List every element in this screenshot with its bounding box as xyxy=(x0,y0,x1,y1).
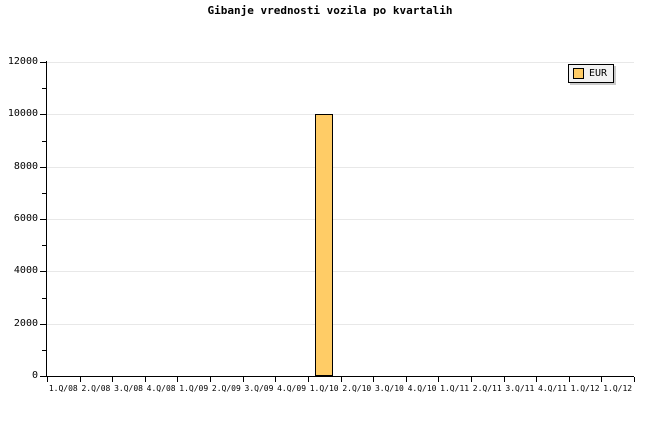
x-axis-tick xyxy=(275,377,276,382)
x-axis-tick-label: 4.Q/10 xyxy=(407,384,437,393)
y-axis-tick-major xyxy=(40,219,46,220)
y-axis-tick-minor xyxy=(42,349,46,351)
y-axis-tick-major xyxy=(40,271,46,273)
y-axis-labels: 0 2000 4000 6000 8000 10000 12000 xyxy=(0,0,38,440)
x-axis-tick-label: 1.Q/10 xyxy=(309,384,339,393)
x-axis-tick-label: 2.Q/11 xyxy=(472,384,502,393)
y-axis-tick-major xyxy=(40,323,46,325)
legend-label-eur: EUR xyxy=(589,68,608,79)
x-axis-tick-label: 4.Q/08 xyxy=(146,384,176,393)
x-axis-tick xyxy=(308,377,309,382)
x-axis-tick xyxy=(601,377,602,382)
y-axis-tick-label: 10000 xyxy=(7,108,38,120)
x-axis-tick xyxy=(210,377,211,382)
x-axis-tick-label: 3.Q/09 xyxy=(244,384,274,393)
y-axis-tick-label: 0 xyxy=(31,370,38,381)
y-axis-tick-label: 2000 xyxy=(13,317,38,329)
x-axis-tick-label: 3.Q/08 xyxy=(114,384,143,393)
x-axis-tick-label: 2.Q/08 xyxy=(81,384,111,393)
x-axis-tick xyxy=(112,377,113,382)
x-axis-tick-label: 2.Q/10 xyxy=(342,384,372,393)
x-axis-tick xyxy=(406,377,407,382)
y-axis-tick-minor xyxy=(42,297,46,299)
y-axis-tick-major xyxy=(40,376,46,377)
y-axis-tick-minor xyxy=(42,88,46,90)
x-axis-tick xyxy=(569,377,570,382)
y-axis-tick-minor xyxy=(42,140,46,142)
y-axis-tick-label: 6000 xyxy=(13,213,38,224)
x-axis-tick-label: 3.Q/11 xyxy=(505,384,535,393)
y-axis-tick-label: 8000 xyxy=(13,160,38,172)
x-axis-tick xyxy=(536,377,537,382)
chart-title: Gibanje vrednosti vozila po kvartalih xyxy=(207,4,453,17)
x-axis-tick xyxy=(438,377,439,382)
x-axis-tick xyxy=(47,377,48,382)
x-axis-tick xyxy=(341,377,342,382)
y-axis-tick-major xyxy=(40,114,46,116)
x-axis-tick-label: 1.Q/09 xyxy=(179,384,209,393)
x-axis-tick-label: 1.Q/12 xyxy=(603,384,633,393)
gridline xyxy=(47,166,634,168)
chart-legend: EUR xyxy=(568,64,615,83)
gridline xyxy=(47,219,634,220)
x-axis-tick xyxy=(471,377,472,382)
x-axis-tick-label: 1.Q/11 xyxy=(440,384,470,393)
y-axis-tick-minor xyxy=(42,192,46,194)
x-axis-tick xyxy=(634,377,635,382)
x-axis-tick xyxy=(504,377,505,382)
x-axis-line xyxy=(46,376,634,377)
x-axis-tick xyxy=(243,377,244,382)
x-axis-tick xyxy=(80,377,81,382)
x-axis-tick-label: 4.Q/09 xyxy=(277,384,307,393)
y-axis-tick-minor xyxy=(42,245,46,247)
legend-swatch-eur xyxy=(573,68,584,79)
gridline xyxy=(47,62,634,63)
x-axis-tick-label: 1.Q/12 xyxy=(570,384,600,393)
gridline xyxy=(47,271,634,273)
x-axis-tick xyxy=(177,377,178,382)
x-axis-tick-label: 4.Q/11 xyxy=(538,384,567,393)
x-axis-tick-label: 1.Q/08 xyxy=(48,384,78,393)
x-axis-tick xyxy=(145,377,146,382)
x-axis-tick-label: 2.Q/09 xyxy=(211,384,241,393)
gridline xyxy=(47,114,634,116)
x-axis-tick xyxy=(373,377,374,382)
x-axis-tick-label: 3.Q/10 xyxy=(374,384,404,393)
y-axis-tick-major xyxy=(40,62,46,63)
y-axis-line xyxy=(46,61,47,377)
y-axis-tick-label: 12000 xyxy=(7,56,38,67)
y-axis-tick-major xyxy=(40,166,46,168)
gridline xyxy=(47,323,634,325)
bar xyxy=(315,114,334,376)
plot-area xyxy=(47,62,634,376)
y-axis-tick-label: 4000 xyxy=(13,265,38,277)
